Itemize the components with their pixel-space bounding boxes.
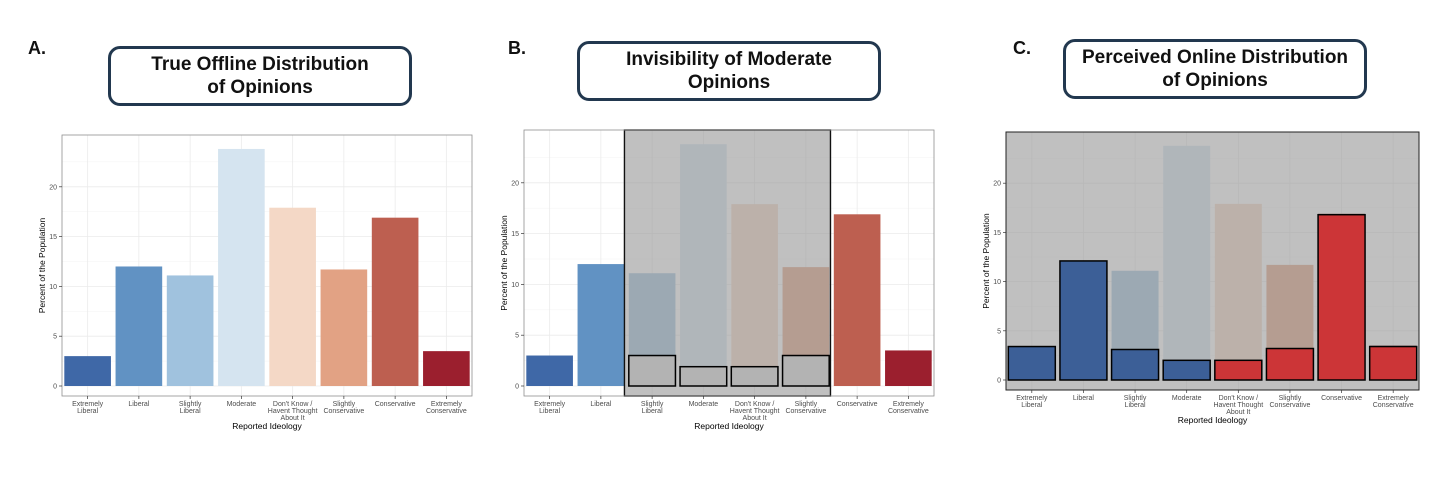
x-tick-label: Extremely Liberal xyxy=(1016,395,1048,409)
panel-c-title: Perceived Online Distribution of Opinion… xyxy=(1063,39,1367,99)
x-tick-label: Conservative xyxy=(837,401,878,408)
x-tick-label: Conservative xyxy=(1321,395,1362,402)
bar-outlined xyxy=(730,365,779,387)
bar xyxy=(115,266,163,386)
panel-a-title: True Offline Distribution of Opinions xyxy=(108,46,412,106)
y-tick-label: 15 xyxy=(511,231,519,238)
y-tick-label: 0 xyxy=(997,378,1001,385)
bar-outlined xyxy=(628,354,677,387)
bar-outlined xyxy=(1368,345,1418,381)
y-tick-label: 5 xyxy=(997,328,1001,335)
x-tick-label: Moderate xyxy=(1172,395,1202,402)
plot-border xyxy=(523,129,935,397)
bar xyxy=(371,217,419,386)
bar xyxy=(885,350,932,386)
y-tick-label: 0 xyxy=(53,384,57,391)
chart-panel-b: 0 5 10 15 20 Extremely Liberal Liberal Slightly L… xyxy=(499,129,935,431)
x-tick-label: Slightly Conservative xyxy=(1270,395,1311,409)
panel-a-letter: A. xyxy=(28,38,46,58)
x-tick-label: Slightly Conservative xyxy=(323,401,364,415)
y-tick-label: 10 xyxy=(993,279,1001,286)
x-tick-label: Liberal xyxy=(590,401,611,408)
bar-outlined xyxy=(1162,359,1211,381)
x-tick-label: Extremely Conservative xyxy=(888,401,929,415)
x-tick-label: Slightly Liberal xyxy=(641,401,664,415)
x-tick-label: Extremely Conservative xyxy=(426,401,467,415)
plot-border xyxy=(61,134,473,397)
x-tick-label: Extremely Liberal xyxy=(534,401,566,415)
x-tick-label: Moderate xyxy=(689,401,719,408)
x-tick-label: Slightly Liberal xyxy=(1124,395,1147,409)
x-tick-label: Slightly Liberal xyxy=(179,401,202,415)
bar xyxy=(833,214,881,386)
x-tick-label: Moderate xyxy=(227,401,257,408)
bar-outlined xyxy=(1059,260,1108,381)
x-axis-title: Reported Ideology xyxy=(694,421,764,431)
y-tick-label: 20 xyxy=(511,180,519,187)
x-tick-label: Liberal xyxy=(1073,395,1094,402)
bar xyxy=(166,275,214,386)
x-tick-label: Slightly Conservative xyxy=(785,401,826,415)
bar-outlined xyxy=(1317,213,1366,381)
bar xyxy=(423,351,470,386)
x-tick-label: Conservative xyxy=(375,401,416,408)
y-tick-label: 5 xyxy=(515,333,519,340)
y-tick-label: 15 xyxy=(993,230,1001,237)
y-tick-label: 10 xyxy=(511,282,519,289)
panel-b-letter: B. xyxy=(508,38,526,58)
bar xyxy=(64,356,111,386)
y-axis-title: Percent of the Population xyxy=(499,215,509,311)
bar-outlined xyxy=(679,365,728,387)
chart-panel-c: 0 5 10 15 20 Extremely Liberal Liberal Slightly L… xyxy=(981,131,1420,425)
invisibility-overlay xyxy=(623,129,832,397)
bar-outlined xyxy=(1214,359,1263,381)
y-tick-label: 20 xyxy=(49,184,57,191)
bar-outlined xyxy=(1007,345,1057,381)
bar-outlined xyxy=(781,354,830,387)
chart-panel-a: 0 5 10 15 20 Extremely Liberal Liberal Slightly L… xyxy=(37,134,473,431)
bar xyxy=(269,207,316,386)
bar xyxy=(320,269,368,386)
x-axis-title: Reported Ideology xyxy=(232,421,302,431)
bar-outlined xyxy=(1265,347,1315,381)
panel-b-title: Invisibility of Moderate Opinions xyxy=(577,41,881,101)
y-axis-title: Percent of the Population xyxy=(37,218,47,314)
bar xyxy=(218,148,265,386)
x-tick-label: Don't Know / Havent Thought About It xyxy=(268,401,318,422)
y-tick-label: 0 xyxy=(515,384,519,391)
y-tick-label: 5 xyxy=(53,334,57,341)
y-tick-label: 10 xyxy=(49,284,57,291)
y-tick-label: 15 xyxy=(49,234,57,241)
bar xyxy=(526,355,573,386)
x-tick-label: Extremely Conservative xyxy=(1373,395,1414,409)
x-axis-title: Reported Ideology xyxy=(1178,415,1248,425)
y-axis-title: Percent of the Population xyxy=(981,213,991,309)
bar-outlined xyxy=(1110,348,1160,381)
x-tick-label: Don't Know / Havent Thought About It xyxy=(1213,395,1263,416)
plot-border xyxy=(1005,131,1420,391)
bar xyxy=(577,264,625,386)
x-tick-label: Don't Know / Havent Thought About It xyxy=(730,401,780,422)
x-tick-label: Extremely Liberal xyxy=(72,401,104,415)
x-tick-label: Liberal xyxy=(128,401,149,408)
panel-c-letter: C. xyxy=(1013,38,1031,58)
y-tick-label: 20 xyxy=(993,181,1001,188)
